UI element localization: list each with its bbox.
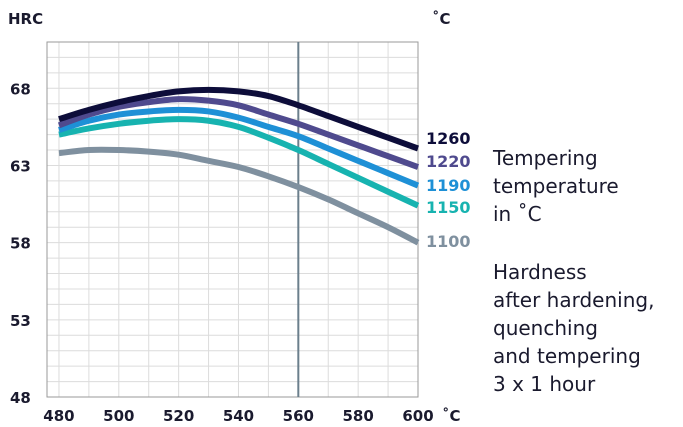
note-line: temperature: [493, 174, 619, 198]
y-tick-label: 48: [10, 389, 31, 407]
plot-frame: [46, 41, 419, 398]
y2-axis-unit: ˚C: [432, 10, 451, 28]
x-tick-label: 480: [43, 407, 74, 425]
note-line: Hardness: [493, 260, 587, 284]
x-tick-label: 600: [402, 407, 433, 425]
series-line-1220: [57, 96, 420, 170]
x-tick-label: 540: [223, 407, 254, 425]
x-tick-label: 500: [103, 407, 134, 425]
series-label-1260: 1260: [426, 129, 471, 148]
note-line: Tempering: [493, 146, 598, 170]
series-label-1100: 1100: [426, 232, 471, 251]
note-line: quenching: [493, 316, 598, 340]
series-label-1150: 1150: [426, 198, 471, 217]
series-label-1190: 1190: [426, 176, 471, 195]
y-tick-label: 58: [10, 235, 31, 253]
series-line-1260: [58, 86, 420, 152]
x-tick-label: 560: [283, 407, 314, 425]
x-tick-label: 580: [343, 407, 374, 425]
series-label-1220: 1220: [426, 152, 471, 171]
series-line-1100: [58, 146, 420, 246]
y-tick-label: 53: [10, 312, 31, 330]
x-tick-labels: 480 500 520 540 560 580 600: [43, 407, 433, 425]
series-line-1190: [58, 106, 420, 189]
y-tick-labels: 48 53 58 63 68: [10, 80, 31, 407]
y-tick-label: 68: [10, 80, 31, 98]
y-axis-unit: HRC: [8, 10, 43, 28]
y-tick-label: 63: [10, 157, 31, 175]
series-labels: 1260 1220 1190 1150 1100: [426, 129, 471, 251]
note-line: in ˚C: [493, 202, 542, 226]
series-line-1150: [58, 116, 420, 209]
series-lines: [57, 86, 420, 246]
x-tick-label: 520: [163, 407, 194, 425]
note-line: after hardening,: [493, 288, 655, 312]
note-line: and tempering: [493, 344, 641, 368]
hardness-note: Hardness after hardening, quenching and …: [493, 258, 654, 398]
grid: [47, 41, 419, 397]
note-line: 3 x 1 hour: [493, 372, 596, 396]
tempering-note: Tempering temperature in ˚C: [493, 144, 619, 228]
x-axis-unit: ˚C: [442, 407, 461, 425]
